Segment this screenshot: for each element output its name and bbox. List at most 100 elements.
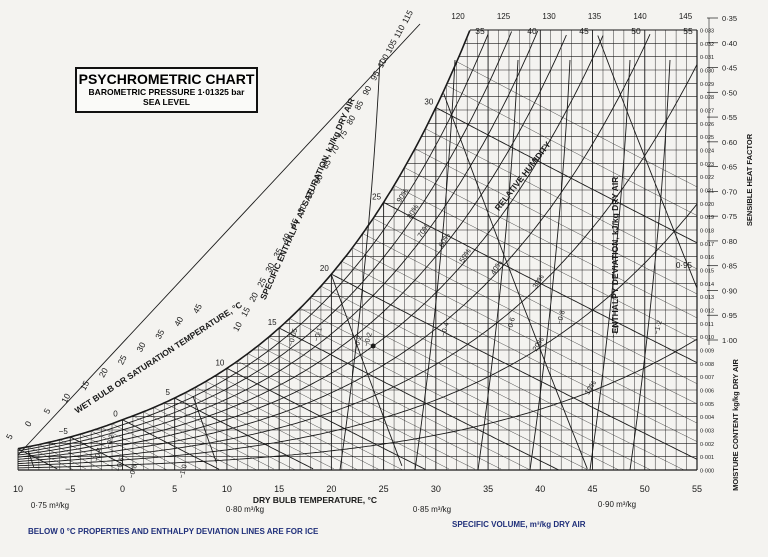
wet-bulb-edge-label: 40 [172,315,185,328]
enthalpy-deviation-line [629,59,671,471]
top-drybulb-label: 40 [527,26,537,36]
wet-bulb-line [383,201,698,364]
dry-bulb-tick-label: 30 [431,484,441,494]
moisture-tick-label: 0·001 [700,455,714,461]
dry-bulb-tick-label: 20 [326,484,336,494]
shf-label: 0·45 [722,64,737,73]
enthalpy-deviation-line [529,59,571,471]
wet-bulb-inner-label: 20 [320,264,329,273]
wet-bulb-inner-label: 10 [215,358,224,367]
moisture-tick-label: 0·003 [700,429,714,435]
shf-label: 1·00 [722,336,737,345]
enthalpy-tick-label: 115 [400,8,415,25]
wet-bulb-edge-label: 30 [134,340,147,353]
top-drybulb-label: 50 [631,26,641,36]
enthalpy-deviation-label: −0·4 [440,322,450,338]
specific-volume-label: 0·80 m³/kg [226,505,264,514]
wet-bulb-line [320,286,684,471]
wet-bulb-line [17,448,58,470]
shf-label: 0·40 [722,39,737,48]
shf-label: 0·75 [722,212,737,221]
wet-bulb-edge-label: 35 [153,327,166,340]
wet-bulb-line [38,444,86,469]
enthalpy-deviation-label: −1·2 [653,320,663,336]
wet-bulb-edge-label: 25 [116,353,129,366]
wet-bulb-line [132,415,238,470]
rh-curve [17,31,513,454]
wet-bulb-edge-label: 5 [4,432,15,441]
shf-label: 0·95 [722,311,737,320]
rh-curve [17,203,698,467]
shf-label: 0·60 [722,138,737,147]
wet-bulb-line [425,128,698,270]
wet-bulb-edge-label: 15 [78,379,91,392]
rh-label: 90% [395,186,411,204]
enthalpy-deviation-label: −0·8 [556,310,566,326]
enthalpy-deviation-label: −0·6 [115,457,125,473]
dry-bulb-tick-label: 0 [120,484,125,494]
enthalpy-deviation-label: −1·0 [178,464,188,480]
enthalpy-deviation-line [414,59,456,471]
rh-axis-label: RELATIVE HUMIDITY [493,139,553,212]
shf-label: 0·90 [722,286,737,295]
dry-bulb-axis-label: DRY BULB TEMPERATURE, °C [253,495,377,505]
enthalpy-tick-label: 35 [271,246,284,259]
wet-bulb-line [310,297,651,470]
wet-bulb-line [69,436,134,470]
wet-bulb-inner-label: 25 [372,192,381,201]
enthalpy-deviation-label: −0·2 [105,434,115,450]
moisture-tick-label: 0·002 [700,442,714,448]
enthalpy-tick-label: 100 [375,52,391,69]
dry-bulb-tick-label: 15 [274,484,284,494]
rh-curve [17,33,489,452]
moisture-tick-label: 0·017 [700,242,714,248]
wet-bulb-line [446,85,698,216]
dry-bulb-tick-label: 55 [692,484,702,494]
moisture-tick-label: 0·023 [700,162,714,168]
dry-bulb-tick-label: 10 [222,484,232,494]
wet-bulb-line [59,439,118,470]
rh-curve [17,338,698,469]
wet-bulb-line [278,327,559,471]
enthalpy-deviation-label: −0·6 [506,317,516,333]
wet-bulb-line [80,433,149,470]
specific-volume-label: 0·95 [676,261,693,270]
moisture-tick-label: 0·008 [700,362,714,368]
enthalpy-top-label: 135 [588,12,602,21]
specific-volume-label: 0·75 m³/kg [31,501,69,510]
shf-label: 0·80 [722,237,737,246]
enthalpy-tick-label: 55 [304,187,317,200]
enthalpy-tick-label: 65 [320,157,333,170]
enthalpy-tick-label: 105 [383,37,399,54]
enthalpy-scale-line [17,23,421,456]
moisture-tick-label: 0·011 [700,322,714,328]
shf-axis-label: SENSIBLE HEAT FACTOR [745,133,754,226]
wet-bulb-edge-label: 5 [41,406,52,415]
reference-point [370,343,376,349]
enthalpy-tick-label: 85 [352,98,365,111]
moisture-tick-label: 0·016 [700,255,714,261]
shf-label: 0·55 [722,113,737,122]
specific-volume-line [27,451,35,468]
moisture-tick-label: 0·029 [700,82,714,88]
specific-volume-line [443,93,588,469]
enthalpy-tick-label: 60 [312,172,325,185]
enthalpy-deviation-label: −1·0 [610,324,620,340]
wet-bulb-line [299,308,619,471]
wet-bulb-line [111,423,201,470]
dry-bulb-tick-label: 45 [588,484,598,494]
wet-bulb-line [331,273,698,460]
chart-title: PSYCHROMETRIC CHART [78,71,255,87]
enthalpy-tick-label: 25 [255,276,268,289]
enthalpy-deviation-label: −0·8 [128,464,138,480]
enthalpy-tick-label: 30 [263,261,276,274]
wet-bulb-inner-label: −5 [59,427,69,436]
wet-bulb-line [185,392,335,470]
wet-bulb-edge-label: 10 [59,391,72,404]
enthalpy-tick-label: 95 [368,69,381,82]
moisture-tick-label: 0·032 [700,42,714,48]
moisture-tick-label: 0·000 [700,469,714,475]
top-drybulb-label: 55 [683,26,693,36]
wet-bulb-line [101,427,183,470]
